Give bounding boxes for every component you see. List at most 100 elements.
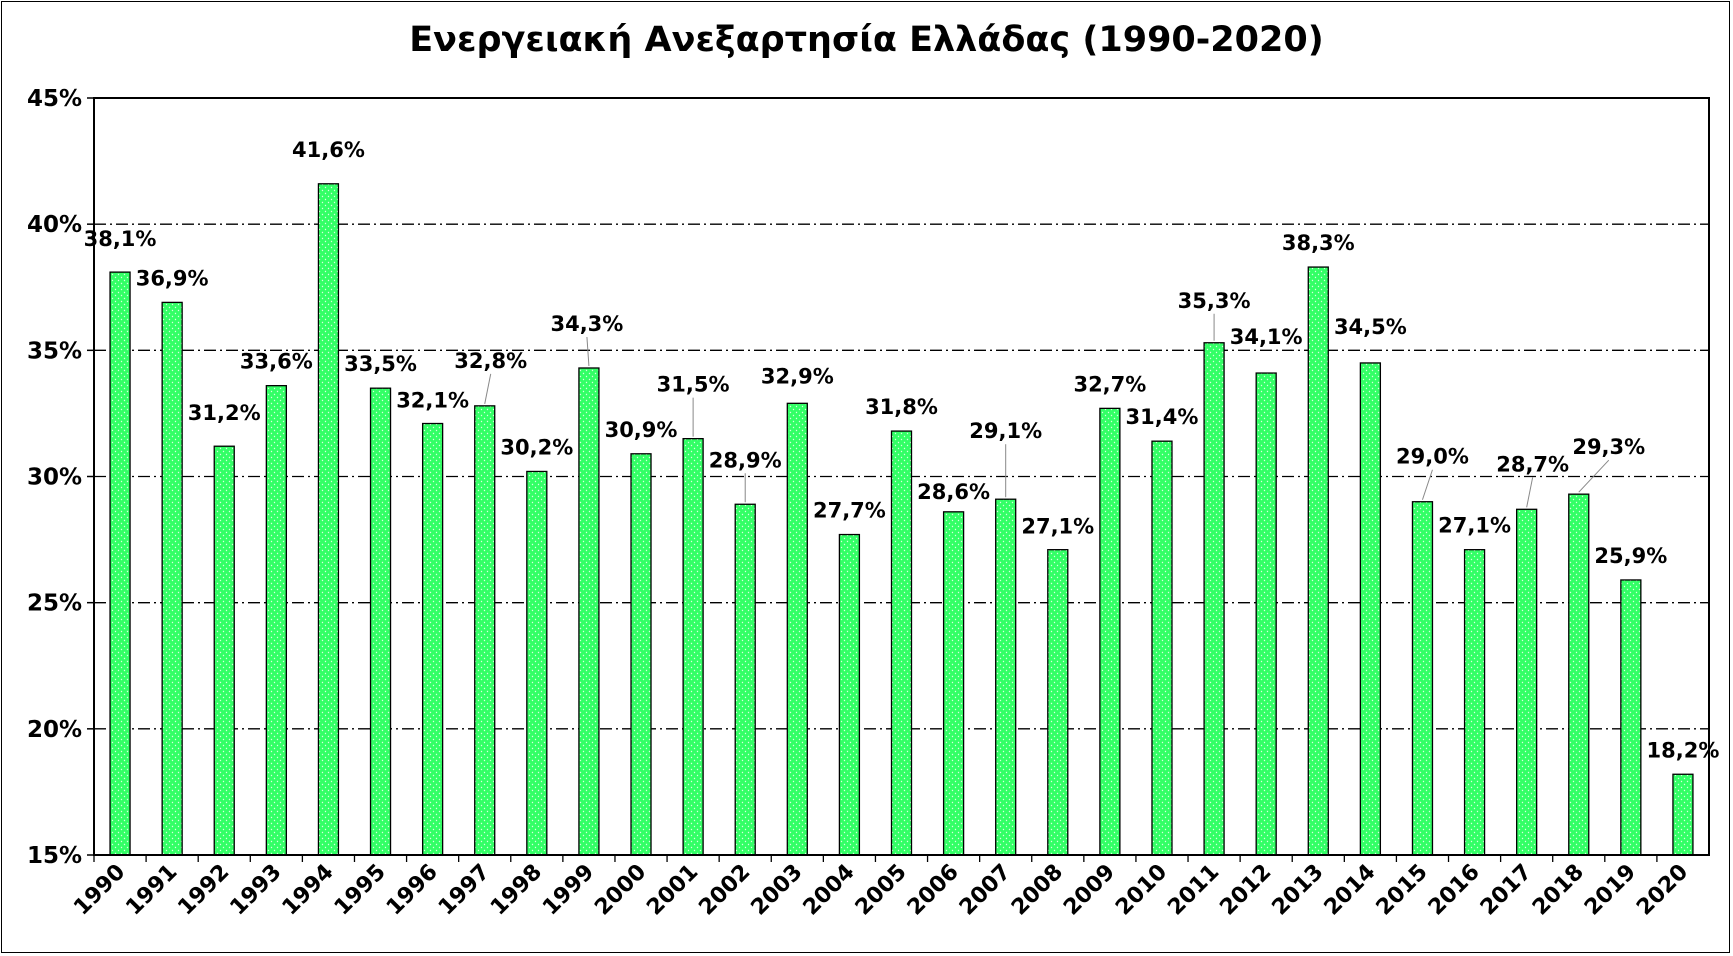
bars bbox=[109, 183, 1694, 856]
x-tick-label: 2008 bbox=[1007, 860, 1068, 921]
data-label: 32,1% bbox=[396, 389, 469, 413]
leader-line bbox=[484, 373, 492, 404]
leader-line bbox=[1578, 459, 1610, 493]
bar bbox=[109, 271, 131, 856]
data-label: 32,7% bbox=[1073, 372, 1146, 396]
x-tick-label: 2003 bbox=[747, 860, 808, 921]
leader-line bbox=[586, 336, 590, 367]
x-tick-label: 1998 bbox=[486, 860, 547, 921]
bar bbox=[1516, 508, 1538, 856]
bar bbox=[1099, 407, 1121, 856]
bar bbox=[526, 470, 548, 856]
bar bbox=[1359, 362, 1382, 856]
x-tick-label: 1994 bbox=[278, 860, 339, 921]
bar bbox=[161, 301, 183, 856]
data-label: 29,3% bbox=[1572, 435, 1645, 459]
x-tick-label: 2005 bbox=[851, 860, 912, 921]
x-tick-label: 2017 bbox=[1476, 860, 1537, 921]
y-axis-ticks: 15% 20% 25% 30% 35% 40% 45% bbox=[27, 86, 94, 869]
x-tick-label: 1995 bbox=[330, 860, 391, 921]
x-tick-label: 2020 bbox=[1632, 860, 1693, 921]
data-labels: 38,1% 36,9% 31,2% 33,6% 41,6% 33,5% 32,1% 32,8%… bbox=[84, 138, 1720, 762]
bar bbox=[682, 437, 704, 856]
data-label: 25,9% bbox=[1594, 544, 1667, 568]
data-label: 31,8% bbox=[865, 395, 938, 419]
bar bbox=[1203, 342, 1225, 856]
x-tick-label: 2004 bbox=[799, 860, 860, 921]
x-tick-label: 1991 bbox=[121, 860, 182, 921]
x-tick-label: 2018 bbox=[1528, 860, 1589, 921]
bar bbox=[786, 402, 808, 856]
y-tick-label: 20% bbox=[27, 717, 82, 743]
y-tick-label: 45% bbox=[27, 86, 82, 112]
x-tick-label: 2009 bbox=[1059, 860, 1120, 921]
data-label: 33,5% bbox=[344, 352, 417, 376]
bar bbox=[578, 367, 600, 856]
bar bbox=[734, 503, 756, 856]
bar bbox=[213, 445, 235, 856]
x-tick-label: 2014 bbox=[1320, 860, 1381, 921]
data-label: 28,9% bbox=[709, 448, 782, 472]
data-label: 34,1% bbox=[1230, 325, 1303, 349]
x-tick-label: 2010 bbox=[1111, 860, 1172, 921]
data-label: 31,4% bbox=[1126, 405, 1199, 429]
x-tick-label: 1997 bbox=[434, 860, 495, 921]
bar bbox=[1047, 549, 1069, 856]
data-label: 31,5% bbox=[657, 373, 730, 397]
data-label: 30,9% bbox=[605, 418, 678, 442]
data-label: 38,3% bbox=[1282, 231, 1355, 255]
x-tick-label: 2015 bbox=[1372, 860, 1433, 921]
x-tick-label: 2001 bbox=[642, 860, 703, 921]
x-tick-label: 2013 bbox=[1268, 860, 1329, 921]
x-tick-label: 2000 bbox=[590, 860, 651, 921]
x-tick-label: 2007 bbox=[955, 860, 1016, 921]
bar bbox=[369, 387, 392, 856]
data-label: 41,6% bbox=[292, 138, 365, 162]
x-tick-label: 2016 bbox=[1424, 860, 1485, 921]
bar bbox=[890, 430, 913, 856]
x-tick-label: 1993 bbox=[226, 860, 287, 921]
x-tick-label: 1999 bbox=[538, 860, 599, 921]
y-tick-label: 25% bbox=[27, 591, 82, 617]
y-tick-label: 35% bbox=[27, 338, 82, 364]
data-label: 27,1% bbox=[1021, 515, 1094, 539]
bar bbox=[1151, 440, 1173, 856]
x-tick-label: 2011 bbox=[1163, 860, 1224, 921]
bar bbox=[421, 422, 444, 856]
data-label: 32,8% bbox=[454, 349, 527, 373]
bar bbox=[474, 405, 496, 856]
bar bbox=[1255, 372, 1277, 856]
leader-lines bbox=[484, 313, 1610, 508]
data-label: 34,3% bbox=[550, 312, 623, 336]
data-label: 31,2% bbox=[188, 401, 261, 425]
y-tick-label: 15% bbox=[27, 843, 82, 869]
data-label: 27,7% bbox=[813, 499, 886, 523]
bar bbox=[1307, 266, 1329, 856]
y-tick-label: 30% bbox=[27, 465, 82, 491]
x-tick-label: 2012 bbox=[1215, 860, 1276, 921]
data-label: 29,0% bbox=[1396, 445, 1469, 469]
data-label: 28,6% bbox=[917, 480, 990, 504]
data-label: 34,5% bbox=[1334, 315, 1407, 339]
x-tick-label: 2006 bbox=[903, 860, 964, 921]
data-label: 32,9% bbox=[761, 364, 834, 388]
data-label: 28,7% bbox=[1496, 452, 1569, 476]
bar bbox=[317, 183, 340, 856]
chart-title: Ενεργειακή Ανεξαρτησία Ελλάδας (1990-202… bbox=[409, 20, 1324, 60]
data-label: 35,3% bbox=[1178, 289, 1251, 313]
bar bbox=[838, 533, 861, 856]
bar bbox=[265, 385, 287, 856]
bar bbox=[1672, 773, 1694, 856]
leader-line bbox=[1421, 469, 1433, 500]
data-label: 36,9% bbox=[136, 266, 209, 290]
gridlines bbox=[94, 223, 1709, 730]
bar bbox=[995, 498, 1017, 856]
bar bbox=[630, 453, 652, 856]
data-label: 38,1% bbox=[84, 227, 157, 251]
y-tick-label: 40% bbox=[27, 212, 82, 238]
plot-area-border bbox=[93, 97, 1710, 856]
bar bbox=[1411, 501, 1434, 856]
data-label: 27,1% bbox=[1438, 514, 1511, 538]
leader-line bbox=[1526, 477, 1534, 508]
